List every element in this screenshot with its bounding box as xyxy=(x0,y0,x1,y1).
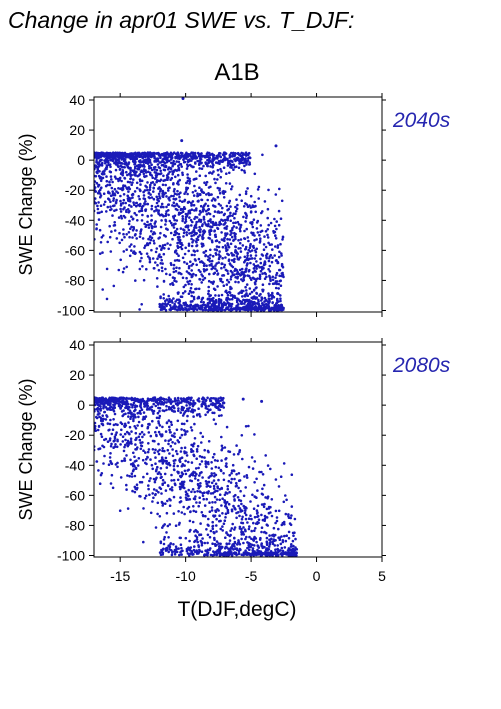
scatter-points xyxy=(93,396,298,557)
y-tick-label: -40 xyxy=(65,212,85,228)
x-tick-label: -15 xyxy=(110,568,130,584)
x-tick-label: -10 xyxy=(176,568,196,584)
scenario-title: A1B xyxy=(214,59,259,86)
y-tick-label: 0 xyxy=(77,397,85,413)
y-axis-label: SWE Change (%) xyxy=(16,133,36,275)
x-tick-label: 0 xyxy=(313,568,321,584)
y-tick-label: 20 xyxy=(69,122,85,138)
scatter-points xyxy=(93,97,285,312)
y-tick-label: -20 xyxy=(65,427,85,443)
x-axis-label: T(DJF,degC) xyxy=(177,598,296,621)
y-tick-label: -100 xyxy=(57,302,85,318)
scatter-panel-2040s: -100 -80 -60 -40 -20 0 20 40 SWE Change (%) 2040s xyxy=(16,92,451,318)
y-tick-label: -80 xyxy=(65,517,85,533)
period-label: 2040s xyxy=(392,109,451,132)
y-tick-label: -40 xyxy=(65,457,85,473)
y-tick-label: 40 xyxy=(69,337,85,353)
y-tick-label: 20 xyxy=(69,367,85,383)
scatter-point-cloud xyxy=(93,97,285,312)
y-tick-label: 40 xyxy=(69,92,85,108)
y-axis-label: SWE Change (%) xyxy=(16,378,36,520)
y-tick-label: -60 xyxy=(65,242,85,258)
x-tick-label: 5 xyxy=(378,568,386,584)
y-tick-label: -60 xyxy=(65,487,85,503)
x-tick-label: -5 xyxy=(245,568,258,584)
scatter-point-cloud xyxy=(93,396,298,557)
scatter-panel-2080s: -100 -80 -60 -40 -20 0 20 40 -15 -10 -5 0 5 SWE Chang… xyxy=(16,337,451,584)
y-tick-label: -100 xyxy=(57,547,85,563)
y-tick-label: -80 xyxy=(65,272,85,288)
figure-title: Change in apr01 SWE vs. T_DJF: xyxy=(8,7,354,33)
y-tick-label: -20 xyxy=(65,182,85,198)
y-tick-label: 0 xyxy=(77,152,85,168)
period-label: 2080s xyxy=(392,354,451,377)
